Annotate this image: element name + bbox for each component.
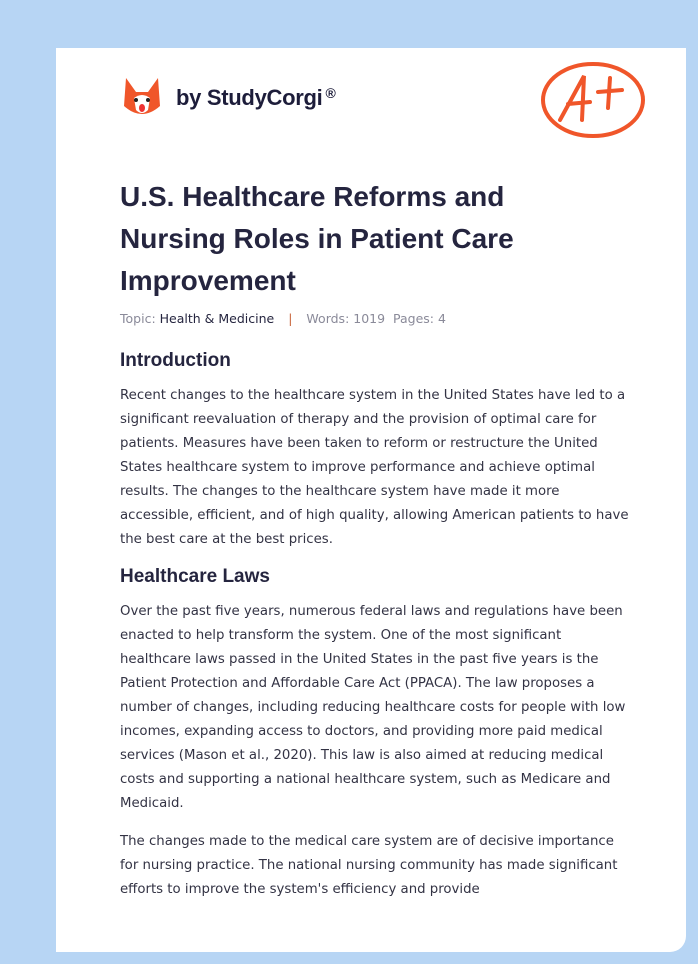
brand-name: by StudyCorgi ® xyxy=(176,85,336,110)
meta-info: Topic: Health & Medicine | Words: 1019 P… xyxy=(120,311,446,326)
document-page: by StudyCorgi ® U.S. Healthcare Reforms a… xyxy=(56,48,686,952)
section-heading: Introduction xyxy=(120,350,231,371)
section-heading: Healthcare Laws xyxy=(120,566,270,587)
paragraph: Recent changes to the healthcare system … xyxy=(120,388,629,547)
essay-body: Introduction Recent changes to the healt… xyxy=(120,350,630,916)
topic-link[interactable]: Health & Medicine xyxy=(159,311,275,326)
paragraph: Over the past five years, numerous feder… xyxy=(120,604,626,811)
corgi-icon xyxy=(124,78,160,114)
page-title: U.S. Healthcare Reforms and Nursing Role… xyxy=(120,181,514,296)
studycorgi-logo[interactable]: by StudyCorgi ® xyxy=(122,76,336,120)
paragraph: The changes made to the medical care sys… xyxy=(120,834,618,897)
a-plus-grade-icon xyxy=(541,62,645,138)
